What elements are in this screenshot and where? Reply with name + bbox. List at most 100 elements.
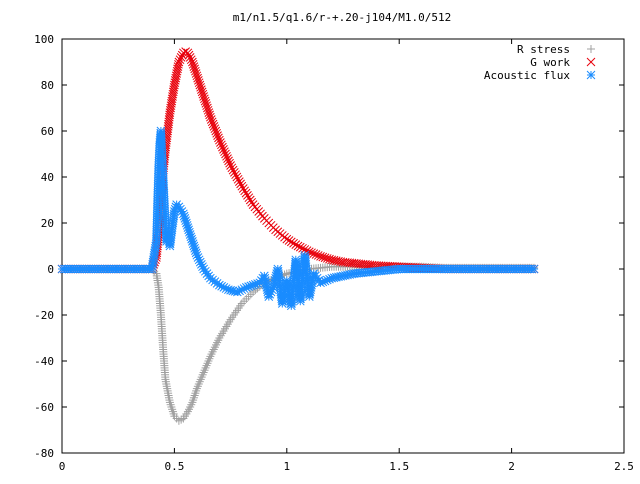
legend-marker — [586, 57, 596, 67]
marker-stroke — [213, 131, 222, 140]
marker-stroke — [192, 71, 202, 81]
marker-stroke — [215, 135, 224, 145]
data-point — [197, 85, 206, 94]
data-point — [176, 53, 186, 62]
data-point — [222, 151, 231, 161]
marker-stroke — [349, 258, 359, 268]
marker-stroke — [286, 237, 296, 247]
data-point — [225, 158, 234, 168]
legend-marker — [587, 45, 595, 53]
data-point — [217, 140, 226, 150]
marker-stroke — [325, 254, 334, 264]
data-point — [244, 193, 254, 203]
data-point — [191, 69, 201, 78]
marker-stroke — [209, 122, 219, 131]
marker-stroke — [188, 59, 198, 69]
y-tick-label: 40 — [41, 171, 54, 184]
data-point — [192, 71, 202, 81]
data-point — [179, 48, 188, 58]
marker-stroke — [237, 181, 247, 191]
marker-stroke — [226, 161, 235, 170]
data-point — [188, 57, 197, 67]
y-tick-label: 60 — [41, 125, 54, 138]
legend-label: Acoustic flux — [484, 69, 570, 82]
marker-stroke — [174, 57, 184, 67]
data-point — [311, 250, 321, 259]
marker-stroke — [217, 140, 226, 150]
x-tick-label: 1.5 — [389, 460, 409, 473]
data-point — [226, 161, 235, 170]
data-point — [200, 94, 209, 104]
y-tick-label: -80 — [34, 447, 54, 460]
data-point — [213, 131, 222, 140]
data-point — [247, 197, 257, 207]
data-point — [216, 138, 225, 147]
data-point — [208, 119, 218, 129]
data-point — [210, 124, 220, 134]
data-point — [307, 248, 316, 258]
marker-stroke — [191, 69, 201, 78]
marker-stroke — [309, 249, 319, 258]
data-point — [194, 78, 204, 88]
data-point — [282, 234, 292, 244]
data-point — [241, 188, 251, 198]
marker-stroke — [234, 177, 244, 186]
marker-stroke — [320, 253, 330, 263]
data-point — [295, 242, 305, 252]
marker-stroke — [200, 96, 210, 106]
data-point — [205, 110, 214, 120]
series-g-work — [57, 47, 539, 274]
marker-stroke — [318, 252, 328, 262]
legend-label: G work — [530, 56, 570, 69]
x-tick-label: 2.5 — [614, 460, 634, 473]
marker-stroke — [218, 142, 227, 152]
data-point — [298, 243, 307, 253]
marker-stroke — [231, 170, 240, 180]
data-point — [198, 89, 208, 99]
data-point — [234, 177, 244, 186]
data-point — [218, 142, 227, 152]
data-point — [223, 154, 232, 163]
marker-stroke — [289, 238, 298, 248]
x-tick-label: 1 — [283, 460, 290, 473]
marker-stroke — [199, 92, 208, 101]
marker-stroke — [365, 260, 375, 270]
marker-stroke — [186, 55, 196, 65]
marker-stroke — [340, 257, 350, 267]
marker-stroke — [203, 103, 212, 113]
data-point — [195, 80, 205, 90]
y-tick-label: 20 — [41, 217, 54, 230]
marker-stroke — [356, 259, 366, 269]
marker-stroke — [347, 258, 357, 268]
data-point — [185, 53, 195, 62]
marker-stroke — [219, 145, 228, 154]
data-point — [286, 237, 296, 247]
marker-stroke — [223, 154, 232, 163]
data-point — [201, 99, 211, 108]
data-point — [183, 48, 193, 58]
data-point — [245, 195, 255, 205]
data-point — [229, 168, 239, 177]
data-point — [284, 236, 294, 245]
marker-stroke — [240, 186, 250, 196]
marker-stroke — [224, 156, 233, 166]
data-point — [212, 128, 222, 138]
data-point — [224, 156, 233, 166]
marker-stroke — [203, 105, 213, 115]
marker-stroke — [194, 76, 203, 85]
marker-stroke — [221, 149, 230, 159]
marker-stroke — [207, 117, 217, 127]
data-point — [237, 181, 247, 191]
x-tick-label: 0 — [59, 460, 66, 473]
marker-stroke — [206, 115, 216, 124]
data-point — [232, 172, 242, 182]
marker-stroke — [210, 124, 220, 134]
marker-stroke — [345, 258, 355, 268]
marker-stroke — [244, 193, 254, 203]
marker-stroke — [185, 53, 195, 62]
data-point — [207, 117, 217, 127]
data-point — [184, 50, 194, 60]
data-point — [199, 92, 208, 101]
